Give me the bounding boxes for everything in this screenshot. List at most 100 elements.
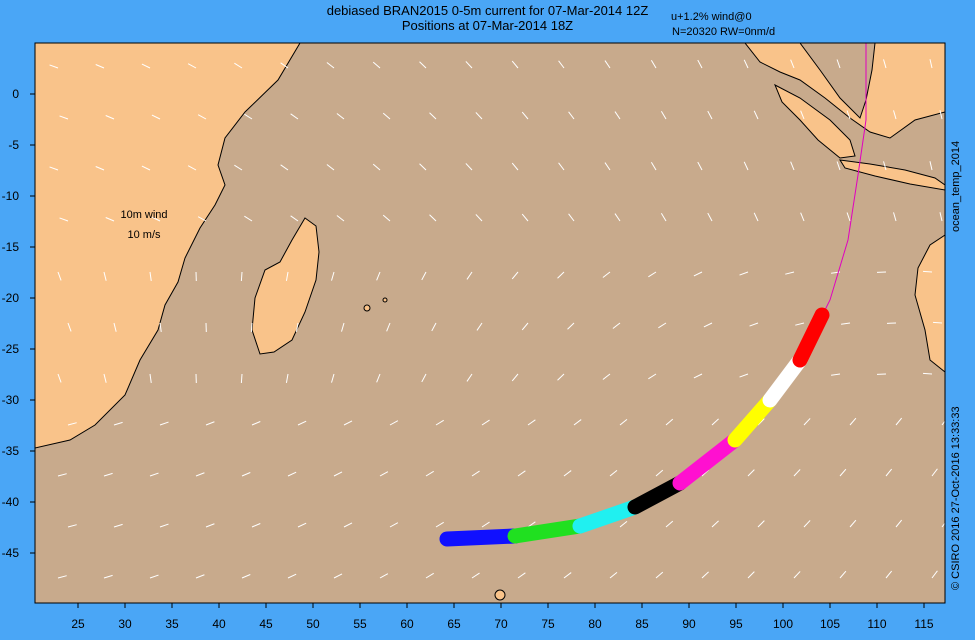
wind-arrow	[421, 373, 427, 383]
wind-arrow	[619, 418, 628, 426]
wind-arrow	[425, 470, 434, 477]
wind-arrow	[205, 421, 215, 426]
wind-arrow	[604, 60, 611, 69]
wind-arrow	[701, 571, 709, 579]
wind-arrow	[285, 373, 289, 383]
wind-arrow	[614, 111, 621, 120]
wind-arrow	[435, 419, 444, 426]
lon-tick-label: 75	[541, 617, 555, 631]
wind-arrow	[602, 373, 611, 380]
wind-arrow	[839, 570, 847, 579]
wind-arrow	[59, 217, 69, 222]
island	[363, 304, 371, 312]
wind-arrow	[466, 373, 473, 382]
wind-arrow	[650, 60, 657, 69]
wind-arrow	[195, 472, 205, 477]
particle-band	[507, 518, 588, 544]
wind-arrow	[251, 421, 261, 426]
wind-arrow	[240, 373, 243, 384]
wind-arrow	[280, 164, 289, 171]
wind-legend-scale: 10 m/s	[127, 229, 161, 241]
island	[382, 297, 388, 303]
wind-arrow	[103, 472, 113, 477]
wind-arrow	[251, 523, 261, 528]
wind-arrow	[49, 166, 59, 171]
wind-arrow	[557, 271, 565, 279]
wind-arrow	[250, 322, 253, 333]
wind-arrow	[648, 271, 657, 278]
lat-tick-label: -10	[2, 189, 20, 203]
wind-arrow	[240, 271, 243, 282]
wind-arrow	[113, 523, 123, 528]
wind-arrow	[290, 113, 299, 120]
wind-arrow	[336, 215, 345, 222]
wind-arrow	[660, 111, 667, 120]
wind-arrow	[244, 113, 253, 120]
wind-arrow	[421, 271, 427, 281]
wind-arrow	[785, 271, 795, 275]
wind-arrow	[149, 472, 159, 477]
wind-arrow	[511, 373, 519, 382]
wind-arrow	[849, 417, 857, 426]
wind-arrow	[527, 521, 536, 528]
wind-arrow	[103, 574, 113, 579]
wind-arrow	[883, 161, 887, 171]
wind-arrow	[846, 212, 851, 222]
wind-arrow	[159, 322, 162, 332]
wind-arrow	[922, 270, 933, 273]
wind-arrow	[658, 322, 667, 329]
wind-arrow	[372, 61, 381, 69]
wind-arrow	[849, 519, 857, 528]
wind-arrow	[105, 115, 115, 120]
wind-arrow	[159, 523, 169, 528]
lon-tick-label: 25	[71, 617, 85, 631]
lon-tick-label: 100	[773, 617, 793, 631]
wind-arrow	[159, 421, 169, 426]
wind-arrow	[846, 110, 851, 120]
particle-band	[672, 432, 743, 491]
product-label: ocean_temp_2014	[950, 140, 962, 232]
wind-arrow	[557, 373, 565, 381]
wind-arrow	[609, 469, 618, 477]
wind-arrow	[895, 519, 903, 528]
wind-arrow	[285, 271, 289, 281]
map-subtitle: Positions at 07-Mar-2014 18Z	[401, 18, 574, 33]
wind-arrow	[57, 575, 67, 579]
wind-arrow	[205, 523, 215, 528]
wind-arrow	[567, 322, 575, 330]
wind-arrow	[517, 470, 526, 477]
wind-arrow	[376, 271, 381, 281]
wind-arrow	[105, 217, 115, 222]
wind-arrow	[558, 162, 565, 171]
island	[494, 589, 506, 601]
wind-arrow	[113, 421, 123, 426]
wind-arrow	[343, 522, 353, 528]
wind-arrow	[931, 468, 938, 477]
lon-tick-label: 45	[259, 617, 273, 631]
australia-landmass	[914, 234, 945, 373]
wind-arrow	[665, 520, 674, 528]
wind-arrow	[836, 161, 841, 171]
wind-arrow	[476, 322, 483, 331]
wind-arrow	[389, 420, 399, 426]
particle-band	[727, 392, 778, 448]
sumatra-landmass	[774, 83, 856, 159]
wind-arrow	[602, 271, 611, 278]
lon-tick-label: 60	[400, 617, 414, 631]
wind-arrow	[521, 111, 529, 120]
particle-band	[627, 475, 688, 515]
wind-arrow	[336, 113, 345, 120]
lon-tick-label: 55	[353, 617, 367, 631]
lon-tick-label: 105	[820, 617, 840, 631]
wind-arrow	[151, 216, 161, 222]
wind-arrow	[376, 373, 381, 383]
wind-arrow	[465, 163, 473, 171]
particle-band	[762, 352, 808, 408]
lat-tick-label: -30	[2, 393, 20, 407]
wind-factor-note: u+1.2% wind@0	[671, 11, 752, 23]
wind-legend-label: 10m wind	[120, 209, 168, 221]
wind-arrow	[341, 322, 345, 332]
wind-arrow	[932, 321, 943, 324]
wind-arrow	[511, 271, 519, 280]
wind-arrow	[521, 213, 529, 222]
